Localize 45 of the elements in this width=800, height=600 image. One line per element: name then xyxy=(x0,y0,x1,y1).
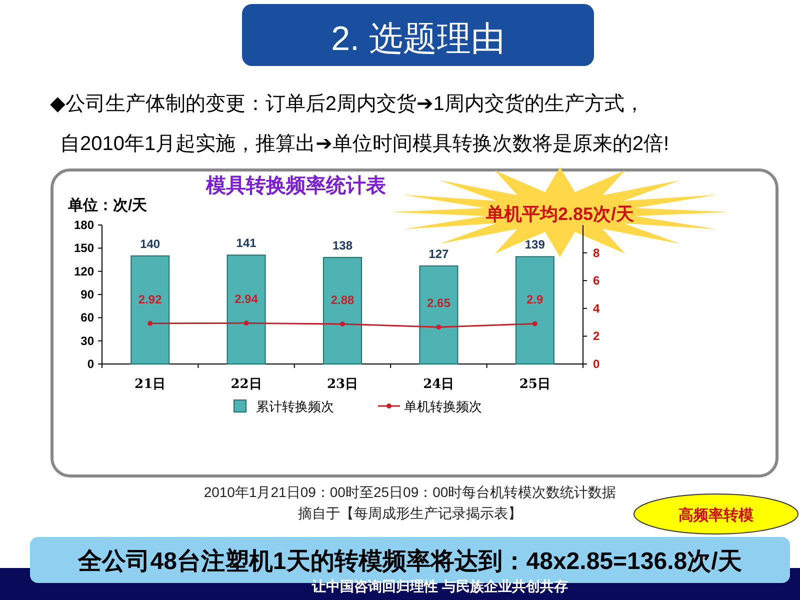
text: 让中国咨询回归理性 与民族企业共创共存 xyxy=(311,578,568,594)
bar xyxy=(419,265,458,364)
data-label: 139 xyxy=(524,238,546,252)
chart-title: 模具转换频率统计表 xyxy=(205,174,386,197)
data-label: 127 xyxy=(428,246,450,261)
x-tick-label: 25日 xyxy=(519,377,550,392)
legend-label: 累计转换频次 xyxy=(256,399,334,414)
data-label: 141 xyxy=(236,236,257,250)
data-label: 2.92 xyxy=(138,292,162,306)
text: 2010年1月21日09：00时至25日09：00时每台机转模次数统计数据 xyxy=(204,484,616,500)
y2-tick-label: 0 xyxy=(593,357,600,371)
data-label: 2.94 xyxy=(234,292,258,306)
y2-tick-label: 8 xyxy=(593,246,600,260)
text: 全公司48台注塑机1天的转模频率将达到：48x2.85=136.8次/天 xyxy=(77,547,742,575)
y-tick-label: 180 xyxy=(74,218,94,232)
y2-tick-label: 6 xyxy=(593,274,600,288)
y2-tick-label: 2 xyxy=(593,329,600,344)
y-tick-label: 60 xyxy=(80,310,94,325)
text: ◆公司生产体制的变更：订单后2周内交货➔1周内交货的生产方式， xyxy=(50,92,644,115)
text: 高频率转模 xyxy=(678,506,754,524)
y-tick-label: 0 xyxy=(87,357,94,371)
bar xyxy=(226,254,266,364)
y-tick-label: 150 xyxy=(74,241,94,256)
x-tick-label: 23日 xyxy=(326,377,358,392)
bar xyxy=(323,256,362,364)
bar xyxy=(515,256,554,364)
y-tick-label: 120 xyxy=(74,264,94,278)
x-tick-label: 21日 xyxy=(134,377,166,392)
data-label: 2.65 xyxy=(427,296,451,310)
data-label: 2.9 xyxy=(526,292,544,307)
text: 2. 选题理由 xyxy=(331,20,505,58)
x-tick-label: 24日 xyxy=(423,377,454,392)
x-tick-label: 22日 xyxy=(230,377,262,392)
text: 摘自于【每周成形生产记录揭示表】 xyxy=(298,505,522,521)
legend-label: 单机转换频次 xyxy=(404,399,482,414)
text: 单机平均2.85次/天 xyxy=(484,204,634,224)
bar xyxy=(130,255,170,364)
data-label: 2.88 xyxy=(330,292,354,307)
y-tick-label: 90 xyxy=(80,288,94,302)
data-label: 140 xyxy=(140,236,160,251)
text: 自2010年1月起实施，推算出➔单位时间模具转换次数将是原来的2倍! xyxy=(60,133,670,155)
data-label: 138 xyxy=(332,238,353,252)
y-axis-title: 单位：次/天 xyxy=(67,197,148,214)
y2-tick-label: 4 xyxy=(593,301,600,316)
y-tick-label: 30 xyxy=(80,334,94,348)
